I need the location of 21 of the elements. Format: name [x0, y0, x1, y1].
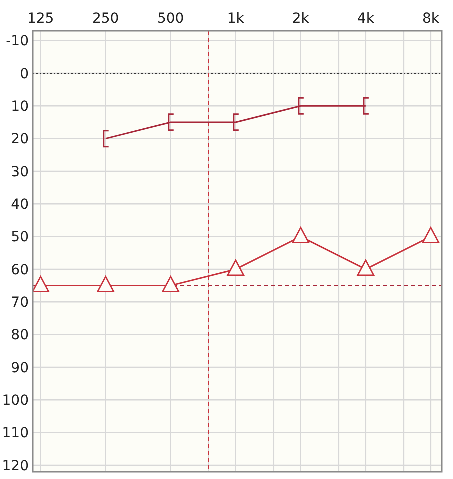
y-tick-label: 50: [11, 230, 29, 246]
x-tick-label: 2k: [292, 11, 310, 27]
y-tick-label: 120: [2, 458, 29, 474]
y-tick-label: 20: [11, 132, 29, 148]
y-tick-label: 110: [2, 426, 29, 442]
x-tick-label: 4k: [357, 11, 376, 27]
y-tick-label: 90: [11, 360, 29, 376]
y-tick-label: 80: [11, 328, 29, 344]
y-tick-label: 30: [11, 164, 29, 180]
y-tick-label: 10: [11, 99, 29, 116]
x-tick-label: 500: [158, 11, 184, 27]
x-tick-label: 1k: [227, 11, 246, 27]
y-tick-label: -10: [6, 34, 29, 50]
y-tick-label: 40: [11, 197, 29, 214]
x-tick-label: 8k: [422, 11, 440, 27]
x-tick-label: 250: [92, 11, 120, 27]
y-tick-label: 0: [20, 66, 29, 82]
y-tick-label: 100: [2, 393, 29, 410]
y-tick-label: 60: [11, 262, 29, 278]
x-tick-label: 125: [27, 11, 54, 27]
y-tick-label: 70: [11, 295, 29, 312]
